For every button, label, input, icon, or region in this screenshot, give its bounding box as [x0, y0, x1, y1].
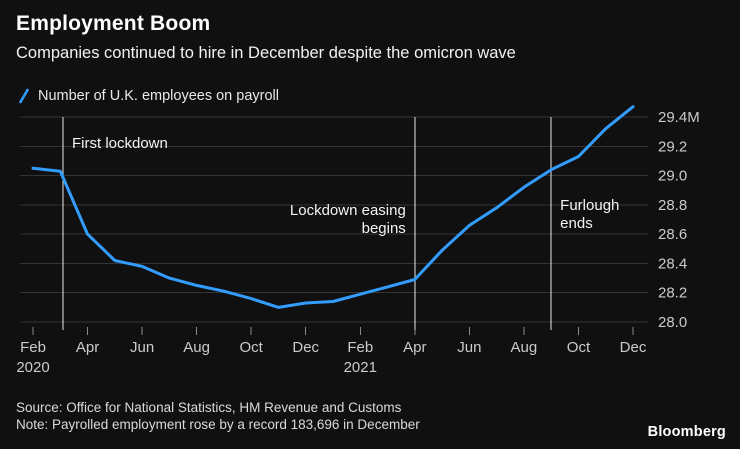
x-axis-label: Oct — [240, 339, 264, 356]
annotation-label: ends — [560, 215, 593, 232]
y-axis-label: 28.4 — [658, 255, 687, 272]
x-axis-label: Apr — [403, 339, 426, 356]
annotation-label: begins — [362, 220, 406, 237]
x-axis-label: Feb — [347, 339, 373, 356]
note-text: Note: Payrolled employment rose by a rec… — [16, 417, 420, 432]
y-axis-label: 28.6 — [658, 226, 687, 243]
chart-footer: Source: Office for National Statistics, … — [16, 399, 420, 433]
y-axis-label: 29.4M — [658, 109, 700, 126]
y-axis-label: 28.8 — [658, 197, 687, 214]
annotation-label: Furlough — [560, 197, 619, 214]
employment-line-chart: 29.4M 29.2 29.0 28.8 28.6 28.4 28.2 28.0 Feb 2020… — [16, 105, 700, 376]
chart-legend: Number of U.K. employees on payroll — [18, 88, 279, 104]
y-axis-label: 29.2 — [658, 138, 687, 155]
page-title: Employment Boom — [16, 12, 211, 35]
x-axis-label: Oct — [567, 339, 591, 356]
series-slash-icon — [18, 88, 30, 104]
x-axis-label: Aug — [183, 339, 210, 356]
annotation-label: Lockdown easing — [290, 202, 406, 219]
x-axis-year-label: 2021 — [344, 359, 377, 376]
x-axis-label: Dec — [620, 339, 647, 356]
page-subtitle: Companies continued to hire in December … — [16, 44, 516, 62]
x-axis-label: Apr — [76, 339, 99, 356]
chart-header: Employment Boom Companies continued to h… — [16, 12, 716, 63]
y-axis-label: 28.2 — [658, 285, 687, 302]
x-axis-label: Jun — [130, 339, 154, 356]
y-axis-label: 28.0 — [658, 314, 687, 331]
y-axis-label: 29.0 — [658, 168, 687, 185]
series-label: Number of U.K. employees on payroll — [38, 88, 279, 104]
x-axis-label: Aug — [511, 339, 538, 356]
x-axis-label: Feb — [20, 339, 46, 356]
payroll-series-line — [31, 105, 635, 309]
x-axis-year-label: 2020 — [16, 359, 49, 376]
x-axis-label: Jun — [457, 339, 481, 356]
bloomberg-logo: Bloomberg — [647, 424, 726, 440]
x-axis-label: Dec — [292, 339, 319, 356]
annotation-label: First lockdown — [72, 135, 168, 152]
source-text: Source: Office for National Statistics, … — [16, 400, 402, 415]
